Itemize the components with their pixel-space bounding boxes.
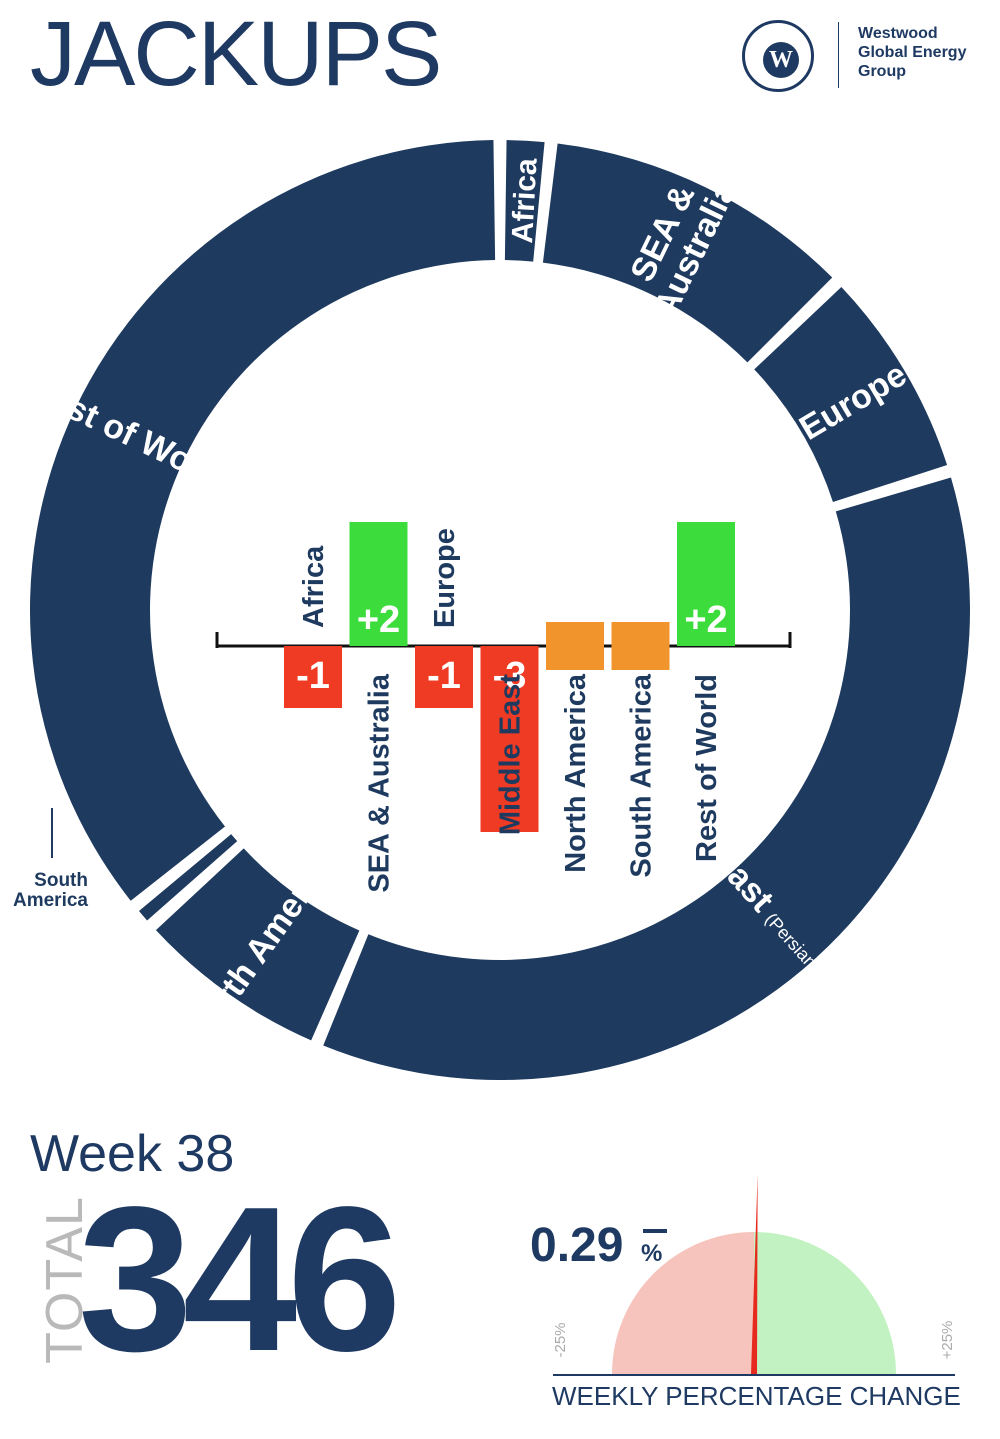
bar-category-group: SEA & Australia: [364, 673, 396, 893]
gauge-needle: [751, 1174, 758, 1375]
logo-text: Westwood Global Energy Group: [858, 24, 988, 81]
gauge-max-label: +25%: [939, 1320, 956, 1360]
bar: [415, 646, 473, 708]
week-label: Week 38: [30, 1125, 235, 1183]
bar-category-label: Europe: [429, 528, 461, 628]
page-title: JACKUPS: [30, 3, 442, 105]
logo-line: Westwood: [858, 25, 938, 42]
percent-symbol: %: [641, 1240, 663, 1267]
bar-value-label: -3: [493, 655, 527, 697]
logo-circle-icon: W: [742, 20, 814, 92]
total-value: 346: [78, 1164, 402, 1394]
south-america-label: South: [34, 870, 88, 891]
bar: [284, 646, 342, 708]
south-america-label: America: [13, 890, 88, 911]
percent-change-value: 0.29: [530, 1219, 624, 1272]
bar: [349, 522, 408, 646]
donut-segment: [138, 834, 238, 921]
gauge-title: WEEKLY PERCENTAGE CHANGE: [552, 1381, 961, 1411]
bar-category-group: Rest of World: [691, 674, 723, 862]
bar-category-group: North America: [560, 673, 592, 873]
logo-line: Group: [858, 63, 906, 80]
donut-label-group: Africa: [506, 157, 544, 244]
donut-segment: [504, 140, 545, 262]
gauge-positive-half: [754, 1232, 896, 1374]
bar: [677, 522, 735, 646]
bar-category-group: South America: [626, 673, 658, 877]
bar-value-label: +2: [684, 599, 727, 641]
bar-value-label: -1: [427, 655, 461, 697]
logo-mark: W: [763, 42, 799, 78]
donut-segment: [323, 477, 971, 1080]
donut-segment: [30, 140, 496, 901]
gauge-min-label: -25%: [552, 1322, 569, 1358]
bar: [546, 622, 604, 670]
bar: [480, 646, 539, 832]
bar-category-group: Africa: [298, 545, 330, 628]
donut-segment: [155, 848, 360, 1041]
bar-value-label: +2: [357, 599, 400, 641]
bar-category-label: SEA & Australia: [364, 673, 396, 893]
bar: [611, 622, 670, 670]
gauge-negative-half: [612, 1232, 754, 1374]
logo-line: Global Energy: [858, 44, 967, 61]
bar-category-label: North America: [560, 673, 592, 873]
bar-category-group: Middle East: [495, 674, 527, 835]
bar-category-group: Europe: [429, 528, 461, 628]
donut-segment: [542, 143, 833, 363]
percent-change-dash: [643, 1229, 667, 1233]
bar-category-label: South America: [626, 673, 658, 877]
logo-divider: [838, 22, 839, 88]
donut-segment: [754, 286, 948, 503]
bar-category-label: Middle East: [495, 674, 527, 835]
bar-value-label: -1: [296, 655, 330, 697]
donut-label: Africa: [506, 157, 544, 244]
westwood-logo: W Westwood Global Energy Group: [742, 20, 982, 92]
bar-category-label: Africa: [298, 545, 330, 628]
bar-category-label: Rest of World: [691, 674, 723, 862]
